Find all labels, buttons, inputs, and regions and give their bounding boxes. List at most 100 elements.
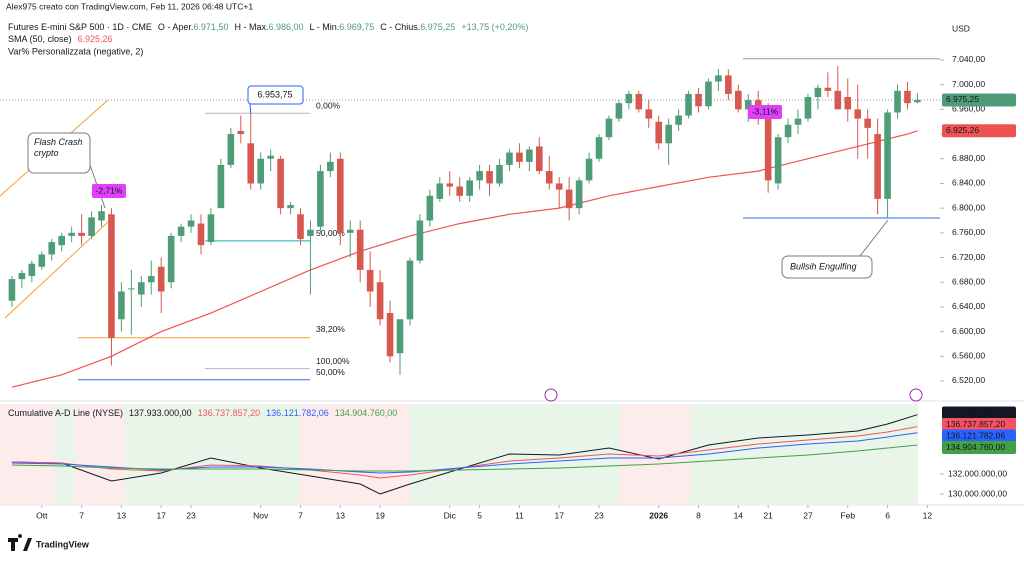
- candle-body: [456, 186, 464, 196]
- candle-body: [615, 103, 623, 119]
- callout-box: [247, 85, 304, 105]
- x-tick-label: 6: [885, 510, 890, 520]
- candle-body: [157, 266, 165, 292]
- y-tick-label: 6.840,00: [952, 178, 985, 188]
- ad-line: [11, 414, 918, 495]
- ad-title: Cumulative A-D Line (NYSE): [8, 408, 123, 418]
- price-tag-label: 6.975,25: [946, 94, 979, 104]
- price-tag-label: 136.737.857,20: [946, 419, 1005, 429]
- x-tick-label: 2026: [649, 510, 668, 520]
- symbol: Futures E-mini S&P 500 · 1D · CME: [8, 22, 152, 32]
- candle-body: [446, 183, 454, 187]
- currency: USD: [952, 23, 970, 33]
- ohlc-value: 6.986,00: [268, 22, 303, 32]
- annotation: Bullsih Engulfing: [790, 261, 857, 271]
- candle-body: [356, 229, 364, 270]
- fib-label: 50,00%: [316, 367, 345, 377]
- candle-body: [605, 118, 613, 138]
- sma-line: [11, 130, 918, 388]
- price-tag-label: 134.904.760,00: [946, 442, 1005, 452]
- price-tag: [942, 93, 1016, 107]
- x-tick-label: 19: [375, 510, 385, 520]
- price-tag-label: 137.933.000,00: [946, 407, 1005, 417]
- candle-body: [386, 313, 394, 357]
- x-tick-label: 23: [186, 510, 196, 520]
- candle-body: [595, 137, 603, 159]
- x-tick-label: Dic: [444, 510, 457, 520]
- y-tick-label: 6.560,00: [952, 351, 985, 361]
- credit: Alex975 creato con TradingView.com, Feb …: [6, 1, 253, 11]
- sma-value: 6.925,26: [78, 34, 113, 44]
- ohlc-name: C - Chius.: [380, 22, 420, 32]
- ad-value: 137.933.000,00: [129, 408, 192, 418]
- candle-body: [466, 180, 473, 196]
- candle-body: [486, 171, 493, 184]
- candle-body: [854, 109, 862, 119]
- candle-body: [167, 235, 175, 283]
- event-icon: [544, 388, 558, 402]
- candle-body: [98, 211, 105, 221]
- candle-body: [227, 134, 235, 165]
- candle-body: [725, 75, 732, 94]
- candle-body: [744, 100, 752, 110]
- ad-line: [11, 444, 918, 472]
- x-tick-label: 23: [594, 510, 604, 520]
- ad-value: 136.737.857,20: [198, 408, 261, 418]
- candle-body: [735, 90, 742, 110]
- callout-pointer: [249, 103, 252, 114]
- x-tick-label: 12: [923, 510, 933, 520]
- candle-body: [207, 214, 215, 243]
- y-tick-label: 6.800,00: [952, 202, 985, 212]
- candle-body: [48, 242, 56, 255]
- y-tick-label: 6.720,00: [952, 252, 985, 262]
- candle-body: [257, 158, 264, 184]
- candle-body: [177, 226, 185, 236]
- candle-body: [28, 263, 36, 277]
- y-tick-label: 7.040,00: [952, 54, 985, 64]
- x-tick-label: 7: [79, 510, 84, 520]
- candle-body: [914, 99, 921, 103]
- candle-body: [635, 93, 643, 110]
- ohlc-value: 6.969,75: [339, 22, 374, 32]
- candle-body: [685, 93, 692, 116]
- candle-body: [287, 205, 294, 209]
- candle-body: [217, 164, 225, 209]
- candle-body: [545, 171, 553, 184]
- candle-body: [376, 282, 384, 320]
- candle-body: [585, 158, 593, 181]
- fib-label: 50,00%: [316, 228, 345, 238]
- y-tick-label: 132.000.000,00: [948, 468, 1007, 478]
- y-tick-label: 130.000.000,00: [948, 488, 1007, 498]
- candle-body: [436, 183, 444, 199]
- candle-body: [366, 269, 374, 292]
- x-tick-label: 17: [156, 510, 166, 520]
- candle-body: [18, 272, 26, 280]
- candle-body: [346, 229, 354, 233]
- price-tag: [942, 124, 1016, 138]
- ohlc-value: 6.971,50: [193, 22, 228, 32]
- candle-body: [187, 220, 195, 227]
- callout-label: 6.953,75: [257, 89, 292, 99]
- x-tick-label: 13: [117, 510, 127, 520]
- candle-body: [118, 291, 125, 320]
- x-tick-label: Feb: [840, 510, 855, 520]
- x-tick-label: 13: [336, 510, 346, 520]
- brand-name: TradingView: [36, 539, 90, 549]
- candle-body: [8, 279, 16, 301]
- ad-value: 134.904.760,00: [335, 408, 398, 418]
- pct-tag: [92, 184, 126, 198]
- candle-body: [197, 223, 205, 246]
- candle-body: [565, 189, 573, 209]
- candle-body: [237, 130, 245, 135]
- ad-background: [0, 404, 918, 504]
- candle-body: [695, 93, 702, 107]
- candle-body: [655, 121, 663, 144]
- brand: TradingView: [8, 534, 90, 551]
- candle-body: [58, 235, 65, 246]
- candle-body: [884, 112, 891, 199]
- candle-body: [874, 134, 881, 199]
- ad-value: 136.121.782,06: [266, 408, 329, 418]
- sma-name: SMA (50, close): [8, 34, 72, 44]
- candle-body: [675, 115, 682, 125]
- y-tick-label: 6.600,00: [952, 326, 985, 336]
